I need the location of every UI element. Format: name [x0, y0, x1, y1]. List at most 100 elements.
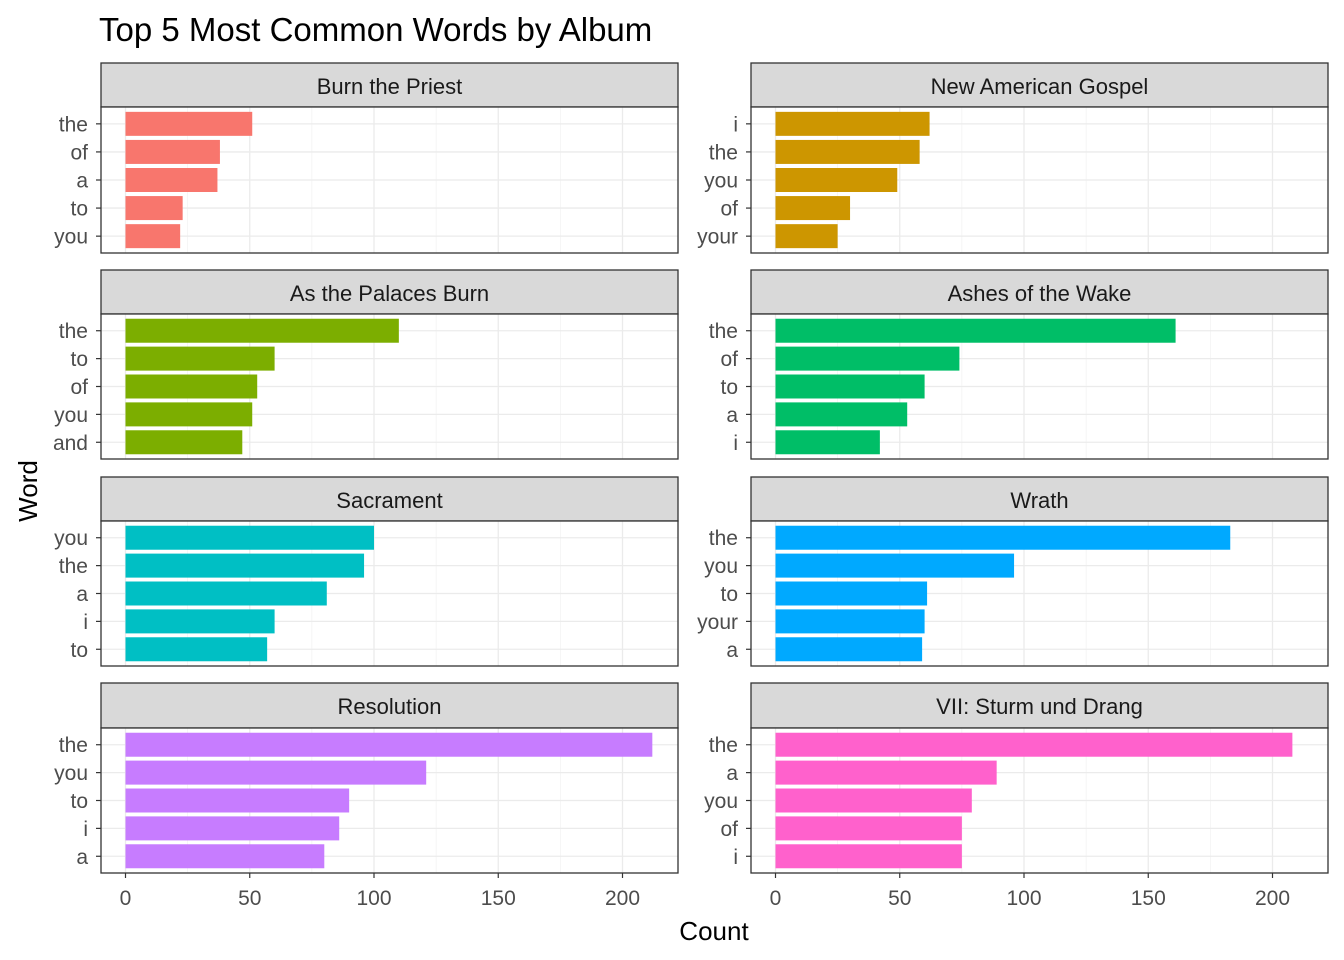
bar: [125, 402, 253, 427]
bar: [125, 374, 258, 399]
bar: [125, 637, 268, 662]
bar: [775, 581, 928, 606]
x-tick-label: 50: [238, 887, 261, 910]
y-tick-label: the: [59, 734, 88, 757]
bar: [125, 430, 243, 455]
panel-border: [100, 106, 679, 254]
bar: [775, 732, 1293, 757]
bar: [125, 732, 653, 757]
bar: [775, 402, 908, 427]
panel: Burn the Priest the of a to you: [54, 62, 679, 254]
panel-border: [100, 727, 679, 874]
bar: [125, 139, 220, 164]
y-tick-label: to: [70, 639, 88, 662]
y-tick-label: the: [709, 320, 738, 343]
panel-border: [750, 106, 1329, 254]
bar: [125, 224, 181, 249]
bar: [775, 224, 838, 249]
y-tick-label: you: [54, 404, 88, 427]
bar: [125, 318, 399, 343]
x-tick-label: 0: [770, 887, 782, 910]
panel: New American Gospel i the you of your: [697, 62, 1329, 254]
panel: Wrath the you to your a: [697, 476, 1329, 667]
y-tick-label: you: [704, 555, 738, 578]
y-tick-label: the: [709, 527, 738, 550]
facet-strip: [100, 682, 679, 729]
bar: [775, 374, 925, 399]
bar: [125, 525, 374, 550]
y-tick-label: you: [54, 762, 88, 785]
panel-border: [100, 313, 679, 460]
facet-strip-label: As the Palaces Burn: [290, 281, 489, 306]
x-axis-title: Count: [679, 916, 749, 946]
y-tick-label: the: [709, 734, 738, 757]
bar: [775, 196, 851, 221]
y-tick-label: of: [70, 376, 88, 399]
y-tick-label: a: [76, 846, 88, 869]
facet-strip-label: Burn the Priest: [317, 74, 463, 99]
x-tick-label: 150: [1131, 887, 1166, 910]
panel-border: [750, 727, 1329, 874]
bar: [775, 637, 923, 662]
y-tick-label: i: [733, 846, 738, 869]
y-tick-label: i: [733, 432, 738, 455]
panel-border: [100, 520, 679, 667]
facet-strip-label: Resolution: [338, 694, 442, 719]
y-tick-label: the: [59, 113, 88, 136]
bar: [775, 609, 925, 634]
panel: Ashes of the Wake the of to ai: [709, 269, 1329, 460]
facet-strip-label: Wrath: [1010, 488, 1068, 513]
panel: Sacrament you the ai to: [54, 476, 679, 667]
y-tick-label: your: [697, 226, 738, 249]
x-tick-label: 200: [605, 887, 640, 910]
y-tick-label: the: [59, 555, 88, 578]
facet-strip-label: Ashes of the Wake: [948, 281, 1132, 306]
chart-title: Top 5 Most Common Words by Album: [99, 11, 652, 48]
facet-strip: [750, 269, 1329, 315]
y-tick-label: of: [720, 198, 738, 221]
bar: [775, 346, 960, 371]
y-tick-label: i: [733, 113, 738, 136]
bar: [125, 609, 275, 634]
y-tick-label: of: [70, 141, 88, 164]
bar: [775, 430, 880, 455]
x-tick-label: 100: [356, 887, 391, 910]
facet-strip-label: Sacrament: [336, 488, 442, 513]
facet-strip-label: New American Gospel: [931, 74, 1149, 99]
bar: [775, 525, 1231, 550]
bar: [775, 553, 1015, 578]
y-tick-label: i: [83, 818, 88, 841]
y-tick-label: of: [720, 348, 738, 371]
facet-strip: [100, 62, 679, 108]
x-tick-label: 200: [1255, 887, 1290, 910]
facet-strip: [750, 62, 1329, 108]
facet-strip: [750, 682, 1329, 729]
panel-border: [750, 313, 1329, 460]
bar: [775, 111, 930, 136]
y-tick-label: to: [70, 198, 88, 221]
panel: As the Palaces Burn the to of you and: [53, 269, 679, 460]
y-tick-label: and: [53, 432, 88, 455]
bar: [125, 111, 253, 136]
panel: Resolution the you to ia: [54, 682, 679, 874]
bar: [125, 788, 350, 813]
panels-container: Burn the Priest the of a to you New American G…: [53, 62, 1329, 874]
facet-strip: [750, 476, 1329, 522]
facet-strip: [100, 269, 679, 315]
bar: [125, 196, 183, 221]
panel-border: [750, 520, 1329, 667]
y-tick-label: you: [54, 527, 88, 550]
x-axes: 0 50 100 150 200 0 50 100 150 200: [120, 873, 1290, 910]
y-tick-label: to: [70, 348, 88, 371]
y-tick-label: you: [54, 226, 88, 249]
bar: [775, 168, 898, 192]
bar: [775, 788, 972, 813]
bar: [125, 760, 427, 785]
facet-strip-label: VII: Sturm und Drang: [936, 694, 1143, 719]
panel: VII: Sturm und Drang the a you of i: [704, 682, 1329, 874]
y-tick-label: to: [720, 376, 738, 399]
x-tick-label: 0: [120, 887, 132, 910]
y-tick-label: a: [726, 639, 738, 662]
facet-strip: [100, 476, 679, 522]
